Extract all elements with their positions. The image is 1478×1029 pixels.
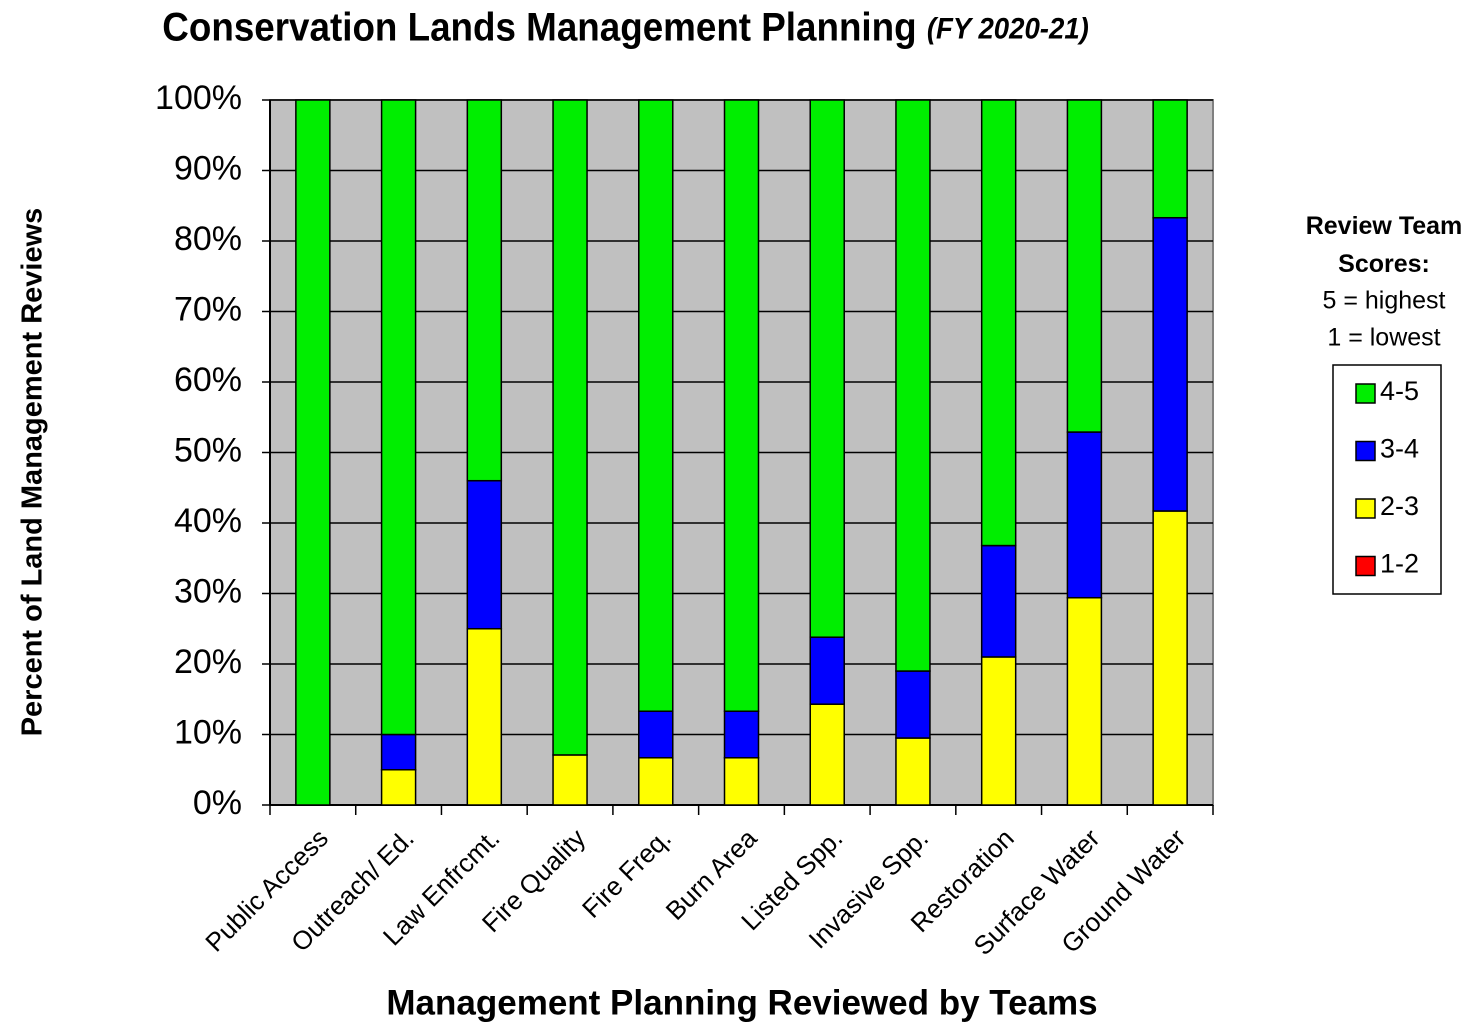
bar-segment (638, 757, 674, 806)
title-main: Conservation Lands Management Planning (162, 5, 916, 50)
bar-segment (552, 754, 588, 806)
bar-segment (895, 737, 931, 806)
chart-subtitle: (FY 2020-21) (927, 12, 1089, 45)
legend-swatch (1355, 440, 1376, 462)
bar-segment (466, 479, 503, 630)
bar-segment (1152, 99, 1188, 219)
legend-swatch (1355, 498, 1376, 519)
bar-segment (809, 636, 845, 705)
legend-swatch (1355, 383, 1376, 404)
x-tick-label: Fire Freq. (576, 823, 677, 924)
bar-segment (466, 628, 503, 806)
legend-note: 5 = highest (1322, 287, 1445, 315)
bar-segment (380, 733, 417, 771)
legend-label: 4-5 (1380, 376, 1419, 406)
bar-segment (466, 99, 503, 482)
x-axis-label: Management Planning Reviewed by Teams (386, 983, 1097, 1022)
legend-label: 1-2 (1380, 549, 1419, 579)
y-tick-label: 100% (155, 79, 242, 117)
bar-segment (1152, 216, 1188, 512)
bar-segment (295, 99, 331, 806)
legend-box (1332, 364, 1442, 595)
legend-note: 1 = lowest (1327, 324, 1440, 352)
bar-segment (723, 757, 760, 806)
bar-segment (1066, 431, 1103, 599)
bar-segment (1066, 596, 1103, 806)
y-tick-label: 20% (174, 643, 242, 681)
bar-segment (723, 710, 760, 759)
y-axis-label: Percent of Land Management Reviews (17, 208, 49, 737)
bar-segment (980, 656, 1017, 806)
bar-segment (980, 544, 1017, 658)
bar-segment (895, 99, 931, 672)
bar-segment (638, 710, 674, 759)
legend-label: 3-4 (1380, 434, 1419, 464)
y-tick-label: 30% (174, 572, 242, 610)
bar-segment (980, 99, 1017, 547)
bar-segment (809, 703, 845, 806)
y-tick-label: 60% (174, 361, 242, 399)
bar-segment (809, 99, 845, 638)
legend-title: Review Team Scores: (1306, 212, 1463, 278)
y-tick-label: 10% (174, 713, 242, 751)
bar-segment (895, 670, 931, 739)
y-tick-label: 40% (174, 502, 242, 540)
bar-segment (552, 99, 588, 756)
y-tick-label: 80% (174, 220, 242, 258)
y-tick-label: 0% (193, 784, 242, 822)
y-tick-label: 70% (174, 290, 242, 328)
chart-title: Conservation Lands Management Planning (… (162, 5, 1089, 50)
bar-segment (1066, 99, 1103, 433)
y-tick-label: 50% (174, 431, 242, 469)
bar-segment (380, 99, 417, 736)
y-tick-label: 90% (174, 149, 242, 187)
legend-swatch (1355, 555, 1376, 577)
bar-segment (723, 99, 760, 712)
bar-segment (638, 99, 674, 712)
legend-label: 2-3 (1380, 491, 1419, 521)
bar-segment (1152, 510, 1188, 806)
bar-segment (380, 769, 417, 806)
